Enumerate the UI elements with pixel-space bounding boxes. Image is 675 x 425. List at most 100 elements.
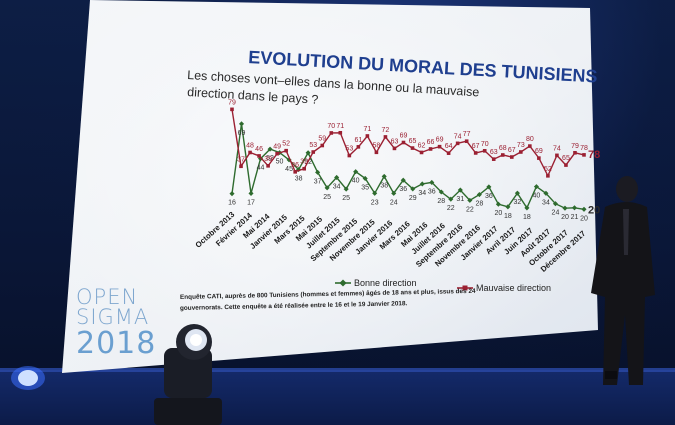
data-label-bonne: 20 bbox=[494, 210, 502, 217]
point-mauvaise bbox=[546, 174, 550, 178]
point-mauvaise bbox=[374, 150, 379, 155]
data-label-bonne: 37 bbox=[314, 178, 322, 185]
data-label-bonne: 25 bbox=[342, 195, 350, 202]
legend-mauvaise-label: Mauvaise direction bbox=[476, 283, 551, 293]
data-label-mauvaise: 71 bbox=[363, 126, 371, 133]
point-mauvaise bbox=[537, 156, 541, 160]
data-label-bonne: 69 bbox=[238, 130, 246, 137]
data-label-bonne: 34 bbox=[333, 183, 341, 190]
point-mauvaise bbox=[500, 153, 505, 157]
point-mauvaise bbox=[329, 131, 334, 135]
data-label-mauvaise: 71 bbox=[336, 123, 344, 130]
data-label-mauvaise: 62 bbox=[418, 142, 426, 149]
point-mauvaise bbox=[555, 153, 559, 158]
data-label-mauvaise: 36 bbox=[291, 162, 299, 169]
point-bonne bbox=[419, 181, 425, 187]
blue-spotlight bbox=[11, 366, 45, 390]
data-label-bonne: 20 bbox=[561, 214, 569, 221]
point-mauvaise bbox=[573, 150, 577, 155]
point-bonne bbox=[543, 190, 549, 196]
point-bonne bbox=[267, 146, 273, 152]
data-label-mauvaise: 52 bbox=[282, 141, 290, 148]
point-bonne bbox=[429, 179, 435, 185]
data-label-bonne: 18 bbox=[504, 213, 512, 220]
data-label-bonne: 28 bbox=[437, 198, 445, 205]
data-label-mauvaise: 80 bbox=[526, 136, 534, 143]
point-bonne bbox=[324, 185, 330, 191]
point-mauvaise bbox=[293, 170, 297, 174]
point-mauvaise bbox=[446, 151, 451, 155]
data-label-mauvaise: 64 bbox=[445, 143, 453, 150]
point-bonne bbox=[400, 177, 406, 183]
point-mauvaise bbox=[482, 149, 487, 153]
data-label-bonne: 34 bbox=[542, 199, 550, 206]
legend-bonne-marker bbox=[339, 279, 347, 287]
data-label-bonne: 24 bbox=[552, 210, 560, 217]
point-mauvaise bbox=[275, 151, 279, 156]
data-label-bonne: 32 bbox=[514, 199, 522, 206]
point-bonne bbox=[467, 197, 473, 203]
point-mauvaise bbox=[528, 144, 532, 148]
logo-line-open: OPEN bbox=[76, 285, 139, 309]
data-label-mauvaise: 68 bbox=[499, 145, 507, 152]
data-label-mauvaise: 48 bbox=[246, 142, 254, 149]
point-mauvaise bbox=[455, 141, 460, 146]
point-bonne bbox=[410, 186, 416, 192]
data-label-mauvaise: 69 bbox=[436, 137, 444, 144]
data-label-bonne: 40 bbox=[352, 178, 360, 185]
point-mauvaise bbox=[239, 164, 243, 169]
data-label-mauvaise: 49 bbox=[273, 144, 281, 151]
data-label-mauvaise: 69 bbox=[400, 133, 408, 140]
data-label-mauvaise: 78 bbox=[580, 145, 588, 152]
data-label-bonne: 18 bbox=[523, 214, 531, 221]
data-label-bonne: 29 bbox=[409, 195, 417, 202]
last-value-bonne: 20 bbox=[588, 204, 600, 216]
data-label-mauvaise: 46 bbox=[255, 146, 263, 153]
data-label-bonne: 24 bbox=[390, 199, 398, 206]
data-label-bonne: 50 bbox=[276, 159, 284, 166]
point-mauvaise bbox=[582, 153, 586, 157]
data-label-bonne: 20 bbox=[580, 215, 588, 222]
point-mauvaise bbox=[473, 151, 478, 155]
point-mauvaise bbox=[419, 150, 424, 155]
point-mauvaise bbox=[437, 144, 442, 149]
stage-edge-light bbox=[0, 368, 675, 372]
point-bonne bbox=[248, 190, 254, 196]
point-mauvaise bbox=[410, 146, 415, 150]
chart-legend: Bonne direction Mauvaise direction bbox=[335, 278, 551, 293]
point-mauvaise bbox=[338, 130, 343, 135]
point-bonne bbox=[457, 187, 463, 193]
data-label-mauvaise: 37 bbox=[237, 156, 245, 163]
point-mauvaise bbox=[519, 150, 523, 154]
data-label-mauvaise: 73 bbox=[517, 142, 525, 149]
data-label-bonne: 38 bbox=[295, 176, 303, 183]
survey-note-line-2: gouvernorats. Cette enquête a été réalis… bbox=[180, 300, 408, 312]
point-mauvaise bbox=[302, 166, 307, 171]
data-label-mauvaise: 74 bbox=[553, 145, 561, 152]
data-label-mauvaise: 74 bbox=[454, 133, 462, 140]
point-mauvaise bbox=[401, 140, 406, 145]
data-label-bonne: 38 bbox=[380, 182, 388, 189]
point-mauvaise bbox=[464, 139, 469, 144]
data-label-mauvaise: 59 bbox=[318, 135, 326, 142]
data-label-mauvaise: 39 bbox=[264, 156, 272, 163]
point-bonne bbox=[334, 174, 340, 181]
data-label-mauvaise: 61 bbox=[354, 137, 362, 144]
data-label-bonne: 44 bbox=[257, 165, 265, 172]
point-mauvaise bbox=[564, 163, 568, 167]
data-label-bonne: 45 bbox=[285, 166, 293, 173]
legend-mauvaise-marker bbox=[462, 285, 468, 291]
screen-glare bbox=[62, 0, 598, 373]
data-label-mauvaise: 65 bbox=[409, 138, 417, 145]
stage-floor bbox=[0, 370, 675, 425]
logo-line-sigma: SIGMA bbox=[76, 304, 150, 329]
point-mauvaise bbox=[509, 155, 514, 159]
point-mauvaise bbox=[248, 150, 252, 155]
point-bonne bbox=[353, 169, 359, 175]
point-bonne bbox=[305, 150, 311, 156]
point-bonne bbox=[372, 190, 378, 196]
point-mauvaise bbox=[347, 153, 352, 158]
data-label-bonne: 35 bbox=[361, 184, 369, 191]
series-line-mauvaise bbox=[231, 109, 585, 178]
